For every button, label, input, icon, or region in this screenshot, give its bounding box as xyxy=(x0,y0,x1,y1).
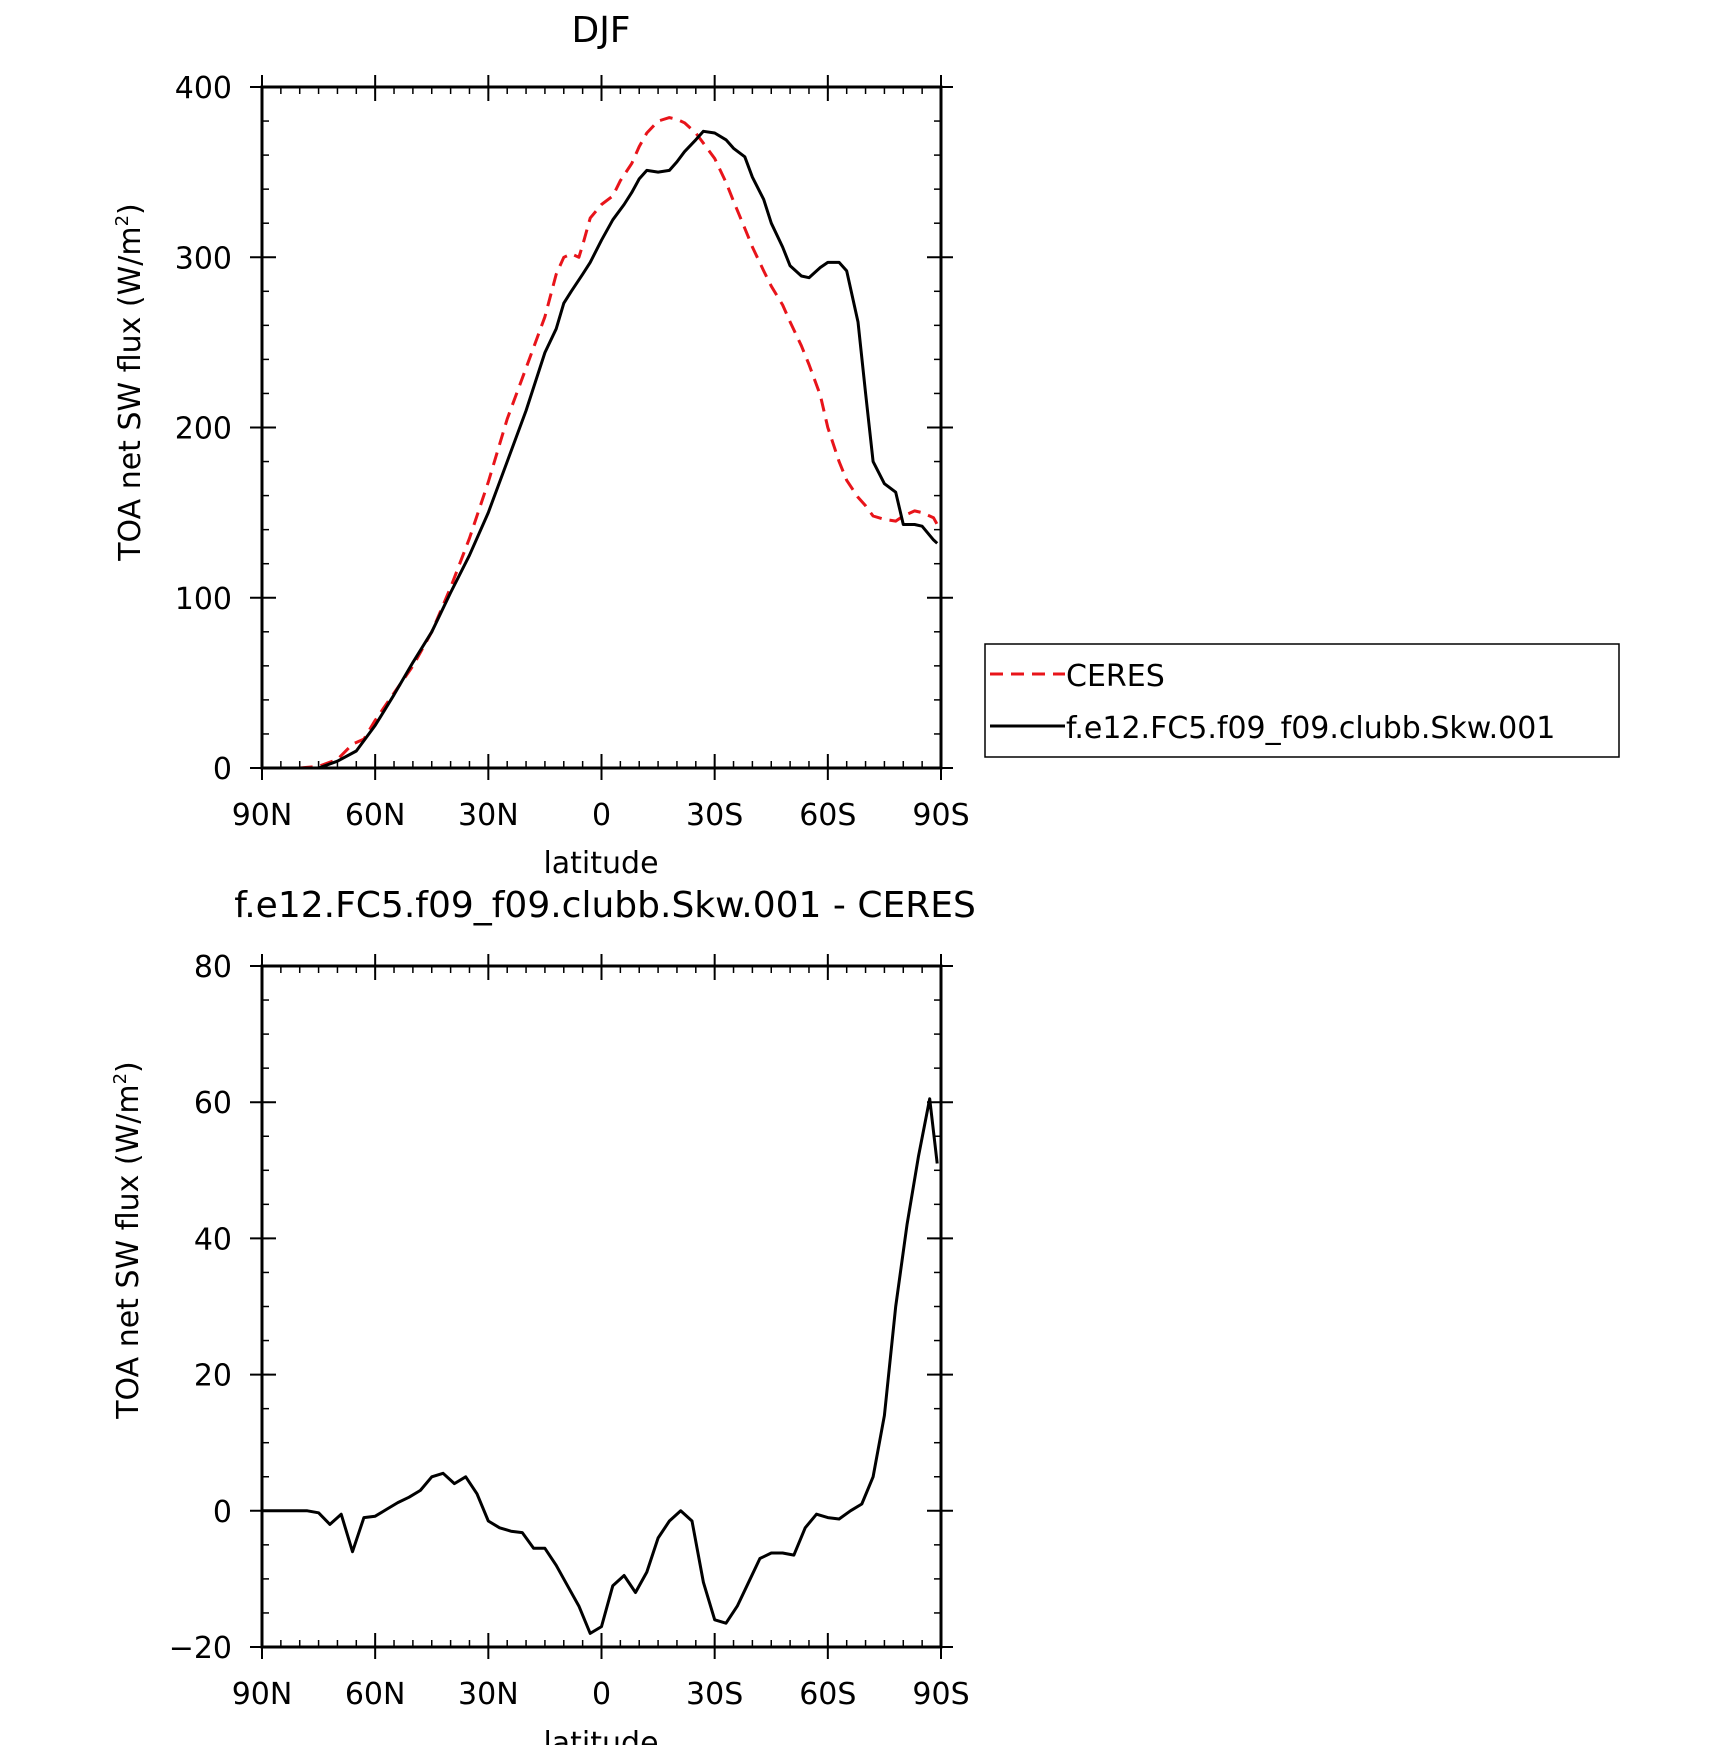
bottom-x-tick-label: 30S xyxy=(686,1677,743,1712)
top-y-tick-label: 300 xyxy=(175,241,232,276)
bottom-axis-ticks xyxy=(250,954,953,1659)
top-series-line-0 xyxy=(299,116,939,770)
bottom-y-tick-label: −20 xyxy=(169,1631,232,1666)
bottom-x-axis-title: latitude xyxy=(543,1726,658,1745)
top-y-axis-title-base: TOA net SW flux (W/m xyxy=(113,226,148,561)
bottom-y-axis-title: TOA net SW flux (W/m2) xyxy=(110,1061,146,1420)
top-tick-labels: 90N 60N 30N 0 30S 60S 90S 0 100 200 300 400 xyxy=(175,71,970,833)
top-y-tick-label: 200 xyxy=(175,412,232,447)
bottom-y-tick-label: 20 xyxy=(194,1359,232,1394)
bottom-x-tick-label: 60N xyxy=(345,1677,406,1712)
svg-text:TOA net SW flux (W/m2): TOA net SW flux (W/m2) xyxy=(110,1061,146,1420)
bottom-x-tick-label: 90S xyxy=(912,1677,969,1712)
bottom-y-tick-label: 80 xyxy=(194,950,232,985)
bottom-series-line-0 xyxy=(262,1097,939,1635)
bottom-y-axis-title-tail: ) xyxy=(111,1061,146,1073)
bottom-tick-labels: 90N 60N 30N 0 30S 60S 90S −20 0 20 40 60 80 xyxy=(169,950,970,1712)
top-x-tick-label: 30N xyxy=(458,798,519,833)
bottom-plot-frame xyxy=(260,964,943,1649)
legend-box xyxy=(984,643,1620,758)
top-x-tick-label: 0 xyxy=(592,798,611,833)
bottom-series xyxy=(262,1097,939,1635)
bottom-y-tick-label: 0 xyxy=(213,1495,232,1530)
legend: CERES f.e12.FC5.f09_f09.clubb.Skw.001 xyxy=(984,643,1620,758)
bottom-y-axis-title-base: TOA net SW flux (W/m xyxy=(111,1084,146,1419)
top-series-line-1 xyxy=(299,129,939,770)
top-y-tick-label: 400 xyxy=(175,71,232,106)
bottom-x-tick-label: 60S xyxy=(799,1677,856,1712)
legend-label-ceres: CERES xyxy=(1066,659,1165,694)
top-y-tick-label: 0 xyxy=(213,752,232,787)
top-y-tick-label: 100 xyxy=(175,582,232,617)
bottom-x-tick-label: 90N xyxy=(232,1677,293,1712)
legend-label-model: f.e12.FC5.f09_f09.clubb.Skw.001 xyxy=(1066,711,1555,746)
top-panel: DJF TOA net SW flux (W/m2) latitude 90N 6… xyxy=(112,10,1620,881)
top-x-tick-label: 60S xyxy=(799,798,856,833)
top-x-tick-label: 90S xyxy=(912,798,969,833)
bottom-y-tick-label: 60 xyxy=(194,1086,232,1121)
top-series xyxy=(299,116,939,770)
bottom-x-tick-label: 30N xyxy=(458,1677,519,1712)
bottom-y-axis-title-sup: 2 xyxy=(110,1073,131,1084)
top-y-axis-title-tail: ) xyxy=(113,203,148,215)
top-x-tick-label: 60N xyxy=(345,798,406,833)
top-x-tick-label: 30S xyxy=(686,798,743,833)
top-x-axis-title: latitude xyxy=(543,846,658,881)
top-y-axis-title-sup: 2 xyxy=(112,215,133,226)
bottom-panel: f.e12.FC5.f09_f09.clubb.Skw.001 - CERES … xyxy=(110,885,976,1745)
top-plot-frame xyxy=(260,85,943,770)
bottom-y-tick-label: 40 xyxy=(194,1222,232,1257)
bottom-chart-title: f.e12.FC5.f09_f09.clubb.Skw.001 - CERES xyxy=(234,885,976,926)
top-x-tick-label: 90N xyxy=(232,798,293,833)
top-y-axis-title: TOA net SW flux (W/m2) xyxy=(112,203,148,562)
top-axis-ticks xyxy=(250,75,953,780)
svg-text:TOA net SW flux (W/m2): TOA net SW flux (W/m2) xyxy=(112,203,148,562)
bottom-x-tick-label: 0 xyxy=(592,1677,611,1712)
top-chart-title: DJF xyxy=(571,10,630,51)
